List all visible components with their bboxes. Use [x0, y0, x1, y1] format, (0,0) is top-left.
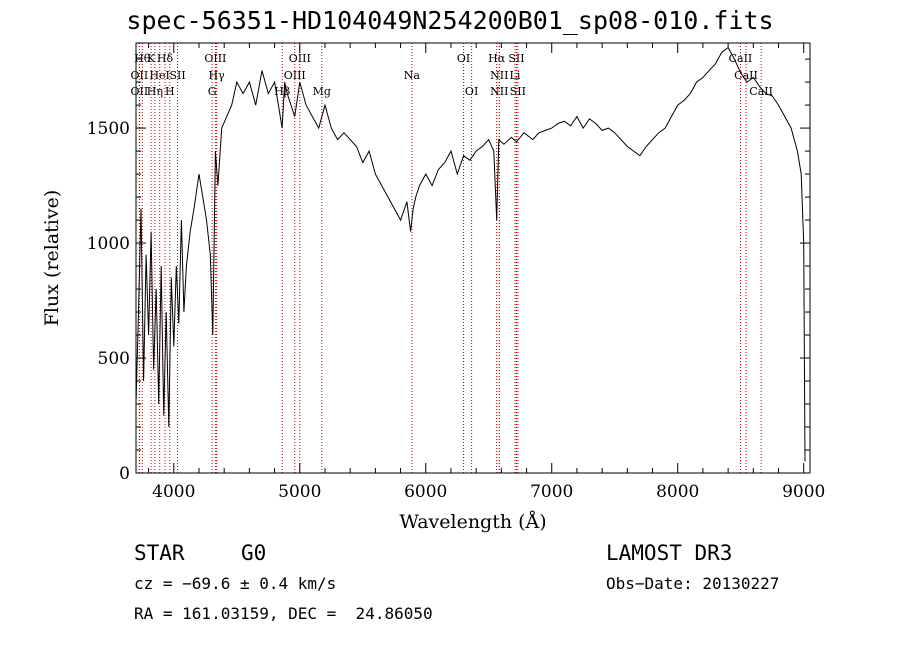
flux-series-line [135, 46, 806, 462]
y-axis-ticks: 0 500 1000 1500 [87, 58, 810, 484]
y-tick-label: 1500 [87, 119, 130, 139]
chart-title: spec-56351-HD104049N254200B01_sp08-010.f… [126, 6, 774, 35]
observation-date: Obs−Date: 20130227 [606, 574, 780, 593]
spectral-line-label: Mg [313, 85, 331, 98]
spectral-line-label: OII [131, 69, 149, 82]
spectral-line-label: CaII [749, 85, 773, 98]
spectral-line-label: Li [510, 69, 521, 82]
object-class: STAR [134, 541, 185, 565]
spectral-line-label: NII [490, 69, 508, 82]
x-tick-label: 9000 [782, 482, 825, 502]
x-tick-label: 6000 [404, 482, 447, 502]
object-subclass: G0 [241, 541, 267, 565]
spectral-line-label: K [147, 52, 156, 65]
spectral-line-label: H [165, 85, 175, 98]
spectral-line-label: OIII [284, 69, 306, 82]
spectral-line-label: Hδ [157, 52, 174, 65]
x-tick-label: 4000 [152, 482, 195, 502]
y-tick-label: 1000 [87, 234, 130, 254]
spectral-line-label: NII [490, 85, 508, 98]
spectral-line-label: OI [465, 85, 478, 98]
plot-frame [135, 42, 811, 474]
spectral-line-label: Hη [147, 85, 163, 98]
x-axis-label: Wavelength (Å) [399, 511, 546, 533]
spectral-line-label: SII [169, 69, 185, 82]
spectral-line-label: OIII [204, 52, 226, 65]
spectral-line-label: OIII [289, 52, 311, 65]
x-tick-label: 8000 [656, 482, 699, 502]
spectral-line-label: Hα [488, 52, 506, 65]
spectral-line-markers [138, 43, 762, 473]
spectral-line-label: SII [510, 85, 526, 98]
y-tick-label: 0 [119, 464, 130, 484]
spectral-line-label: HeI [149, 69, 169, 82]
spectral-line-label: CaII [729, 52, 753, 65]
y-tick-label: 500 [98, 349, 130, 369]
x-axis-ticks: 4000 5000 6000 7000 8000 9000 [148, 43, 825, 502]
x-tick-label: 7000 [530, 482, 573, 502]
spectral-line-label: OII [131, 85, 149, 98]
survey-name: LAMOST DR3 [606, 541, 733, 565]
spectral-line-label: OI [457, 52, 470, 65]
spectral-line-label: SII [508, 52, 524, 65]
spectral-line-label: G [208, 85, 217, 98]
redshift-cz: cz = −69.6 ± 0.4 km/s [134, 574, 337, 593]
spectral-line-label: Na [404, 69, 421, 82]
spectral-line-label: Hγ [209, 69, 226, 82]
coordinates: RA = 161.03159, DEC = 24.86050 [134, 604, 433, 623]
spectral-line-label: Hθ [134, 52, 151, 65]
y-axis-label: Flux (relative) [41, 190, 63, 327]
x-tick-label: 5000 [278, 482, 321, 502]
